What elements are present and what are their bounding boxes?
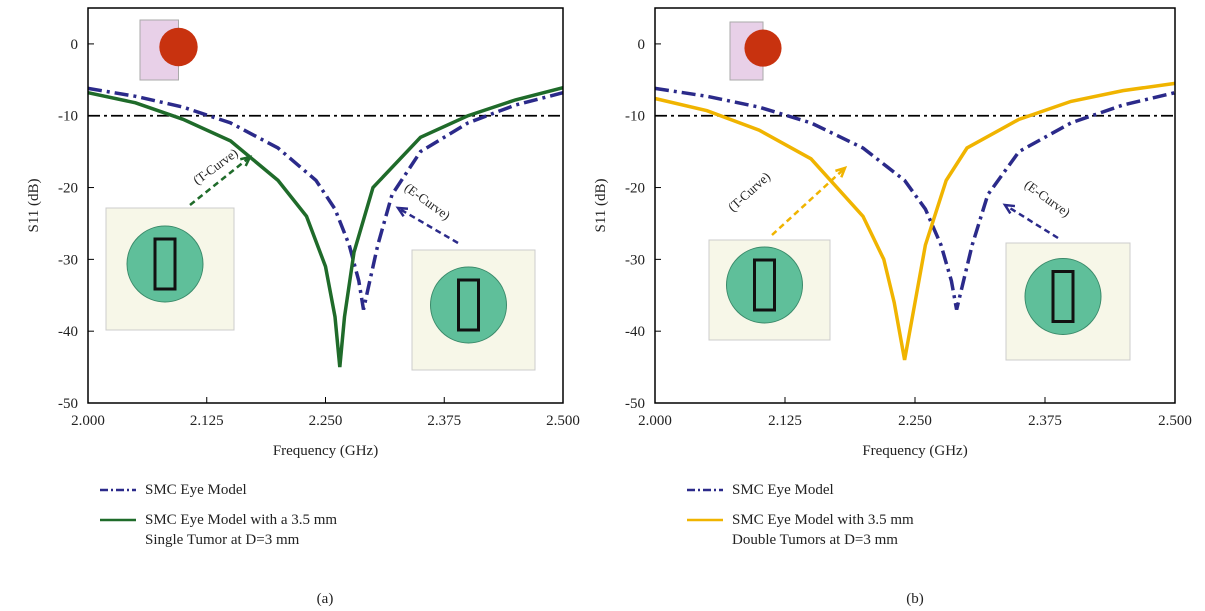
y-tick-label: -50 (58, 396, 78, 412)
annotation-arrow (1004, 203, 1059, 240)
y-tick-label: -40 (625, 324, 645, 340)
inset-eye (430, 266, 507, 344)
panel-caption: (b) (906, 591, 924, 607)
x-tick-label: 2.250 (309, 413, 343, 429)
x-tick-label: 2.125 (768, 413, 802, 429)
legend-entry: SMC Eye Model with a 3.5 mm Single Tumor… (100, 510, 340, 550)
annotation: (E-Curve) (402, 180, 453, 223)
inset-eyeball (744, 29, 782, 67)
x-axis-label: Frequency (GHz) (862, 443, 967, 459)
x-tick-label: 2.375 (427, 413, 461, 429)
annotation-arrow (771, 167, 846, 236)
annotation-arrow (397, 206, 459, 245)
series-line (654, 86, 1176, 311)
y-tick-label: 0 (71, 37, 79, 53)
series-line (87, 86, 564, 368)
arrow-head (835, 166, 848, 178)
legend: SMC Eye Model SMC Eye Model with a 3.5 mm… (100, 480, 340, 560)
x-tick-label: 2.000 (71, 413, 105, 429)
annotation: (T-Curve) (725, 169, 773, 215)
inset-antenna (1051, 270, 1075, 323)
x-axis-label: Frequency (GHz) (273, 443, 378, 459)
inset-eye (726, 246, 803, 324)
inset-antenna (457, 278, 480, 332)
legend: SMC Eye Model SMC Eye Model with 3.5 mm D… (687, 480, 927, 560)
annotation-arrow (189, 156, 251, 206)
inset-eye (126, 225, 204, 303)
legend-label: SMC Eye Model (732, 482, 834, 498)
series-line (654, 81, 1176, 361)
legend-label: SMC Eye Model with a 3.5 mm Single Tumor… (145, 512, 338, 548)
arrow-head (239, 155, 253, 167)
legend-entry: SMC Eye Model (100, 480, 340, 500)
plot-frame (654, 7, 1176, 404)
plot-frame (87, 7, 564, 404)
x-tick-label: 2.125 (190, 413, 224, 429)
inset-eye (1024, 258, 1102, 335)
inset-antenna (153, 237, 177, 291)
arrow-head (395, 206, 409, 217)
series-line (87, 86, 564, 310)
y-tick-label: -40 (58, 324, 78, 340)
x-tick-label: 2.500 (546, 413, 580, 429)
y-tick-label: -10 (58, 109, 78, 125)
legend-label: SMC Eye Model (145, 482, 247, 498)
y-tick-label: -20 (58, 181, 78, 197)
x-tick-label: 2.000 (638, 413, 672, 429)
x-tick-label: 2.500 (1158, 413, 1192, 429)
y-tick-label: -30 (58, 252, 78, 268)
y-tick-label: -30 (625, 252, 645, 268)
arrow-head (1002, 203, 1016, 215)
inset-antenna (753, 258, 776, 312)
legend-swatch (100, 488, 136, 492)
x-tick-label: 2.250 (898, 413, 932, 429)
legend-swatch (687, 518, 723, 522)
x-tick-label: 2.375 (1028, 413, 1062, 429)
annotation: (T-Curve) (190, 145, 240, 187)
y-tick-label: -20 (625, 181, 645, 197)
panel-caption: (a) (317, 591, 334, 607)
legend-swatch (100, 518, 136, 522)
annotation: (E-Curve) (1022, 177, 1073, 220)
legend-swatch (687, 488, 723, 492)
legend-label: SMC Eye Model with 3.5 mm Double Tumors … (732, 512, 914, 548)
y-tick-label: -10 (625, 109, 645, 125)
y-axis-label: S11 (dB) (26, 178, 42, 232)
y-axis-label: S11 (dB) (593, 178, 609, 232)
inset-eyeball (159, 27, 198, 67)
y-tick-label: -50 (625, 396, 645, 412)
legend-entry: SMC Eye Model (687, 480, 927, 500)
y-tick-label: 0 (638, 37, 646, 53)
legend-entry: SMC Eye Model with 3.5 mm Double Tumors … (687, 510, 927, 550)
